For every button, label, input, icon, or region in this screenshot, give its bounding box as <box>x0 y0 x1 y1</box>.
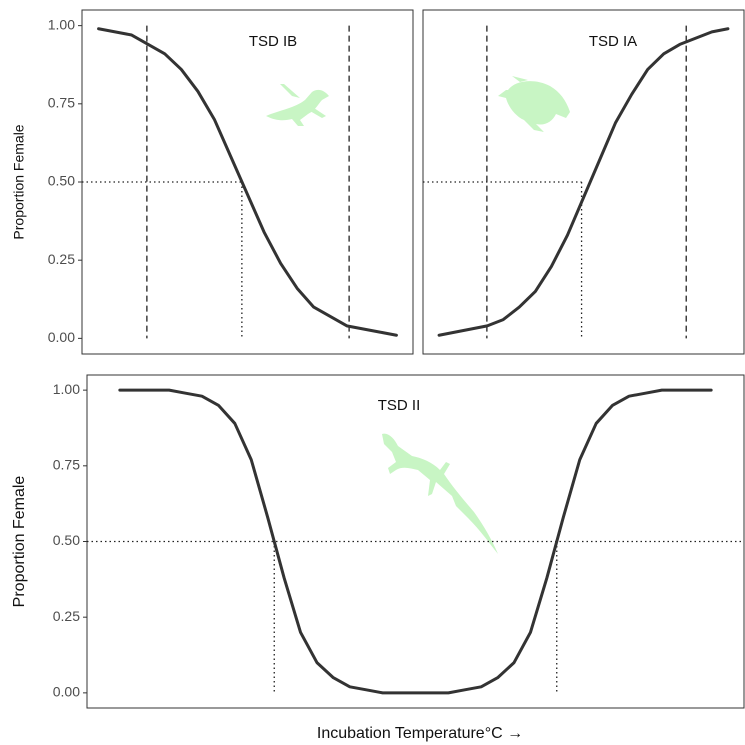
curve <box>97 27 398 337</box>
y-tick-label: 0.00 <box>53 684 80 700</box>
panel-title: TSD IB <box>249 33 297 50</box>
x-axis-title: Incubation Temperature°C → <box>317 725 523 742</box>
panel: TSD IA <box>422 9 745 355</box>
y-tick-label: 0.75 <box>48 95 75 111</box>
y-tick-label: 0.25 <box>53 608 80 624</box>
y-tick-label: 0.75 <box>53 457 80 473</box>
y-tick-label: 1.00 <box>48 16 75 32</box>
panel: 0.00 0.25 0.50 0.75 1.00 Proportion Female TSD… <box>11 9 414 355</box>
y-tick-label: 0.50 <box>48 173 75 189</box>
y-tick-label: 0.25 <box>48 251 75 267</box>
y-tick-label: 0.00 <box>48 329 75 345</box>
y-axis-title: Proportion Female <box>11 124 27 239</box>
y-axis-title: Proportion Female <box>11 476 28 608</box>
crocodile-icon <box>266 84 329 126</box>
curve <box>437 27 730 337</box>
panel: 0.00 0.25 0.50 0.75 1.00 Proportion Female TSD… <box>11 374 745 709</box>
y-tick-label: 1.00 <box>53 381 80 397</box>
panel-title: TSD IA <box>589 33 637 50</box>
panel-frame <box>422 9 745 355</box>
silhouettes <box>266 76 570 554</box>
y-tick-label: 0.50 <box>53 532 80 548</box>
turtle-icon <box>498 76 570 132</box>
curve <box>118 388 713 695</box>
lizard-icon <box>382 433 498 554</box>
panel-title: TSD II <box>378 397 421 414</box>
